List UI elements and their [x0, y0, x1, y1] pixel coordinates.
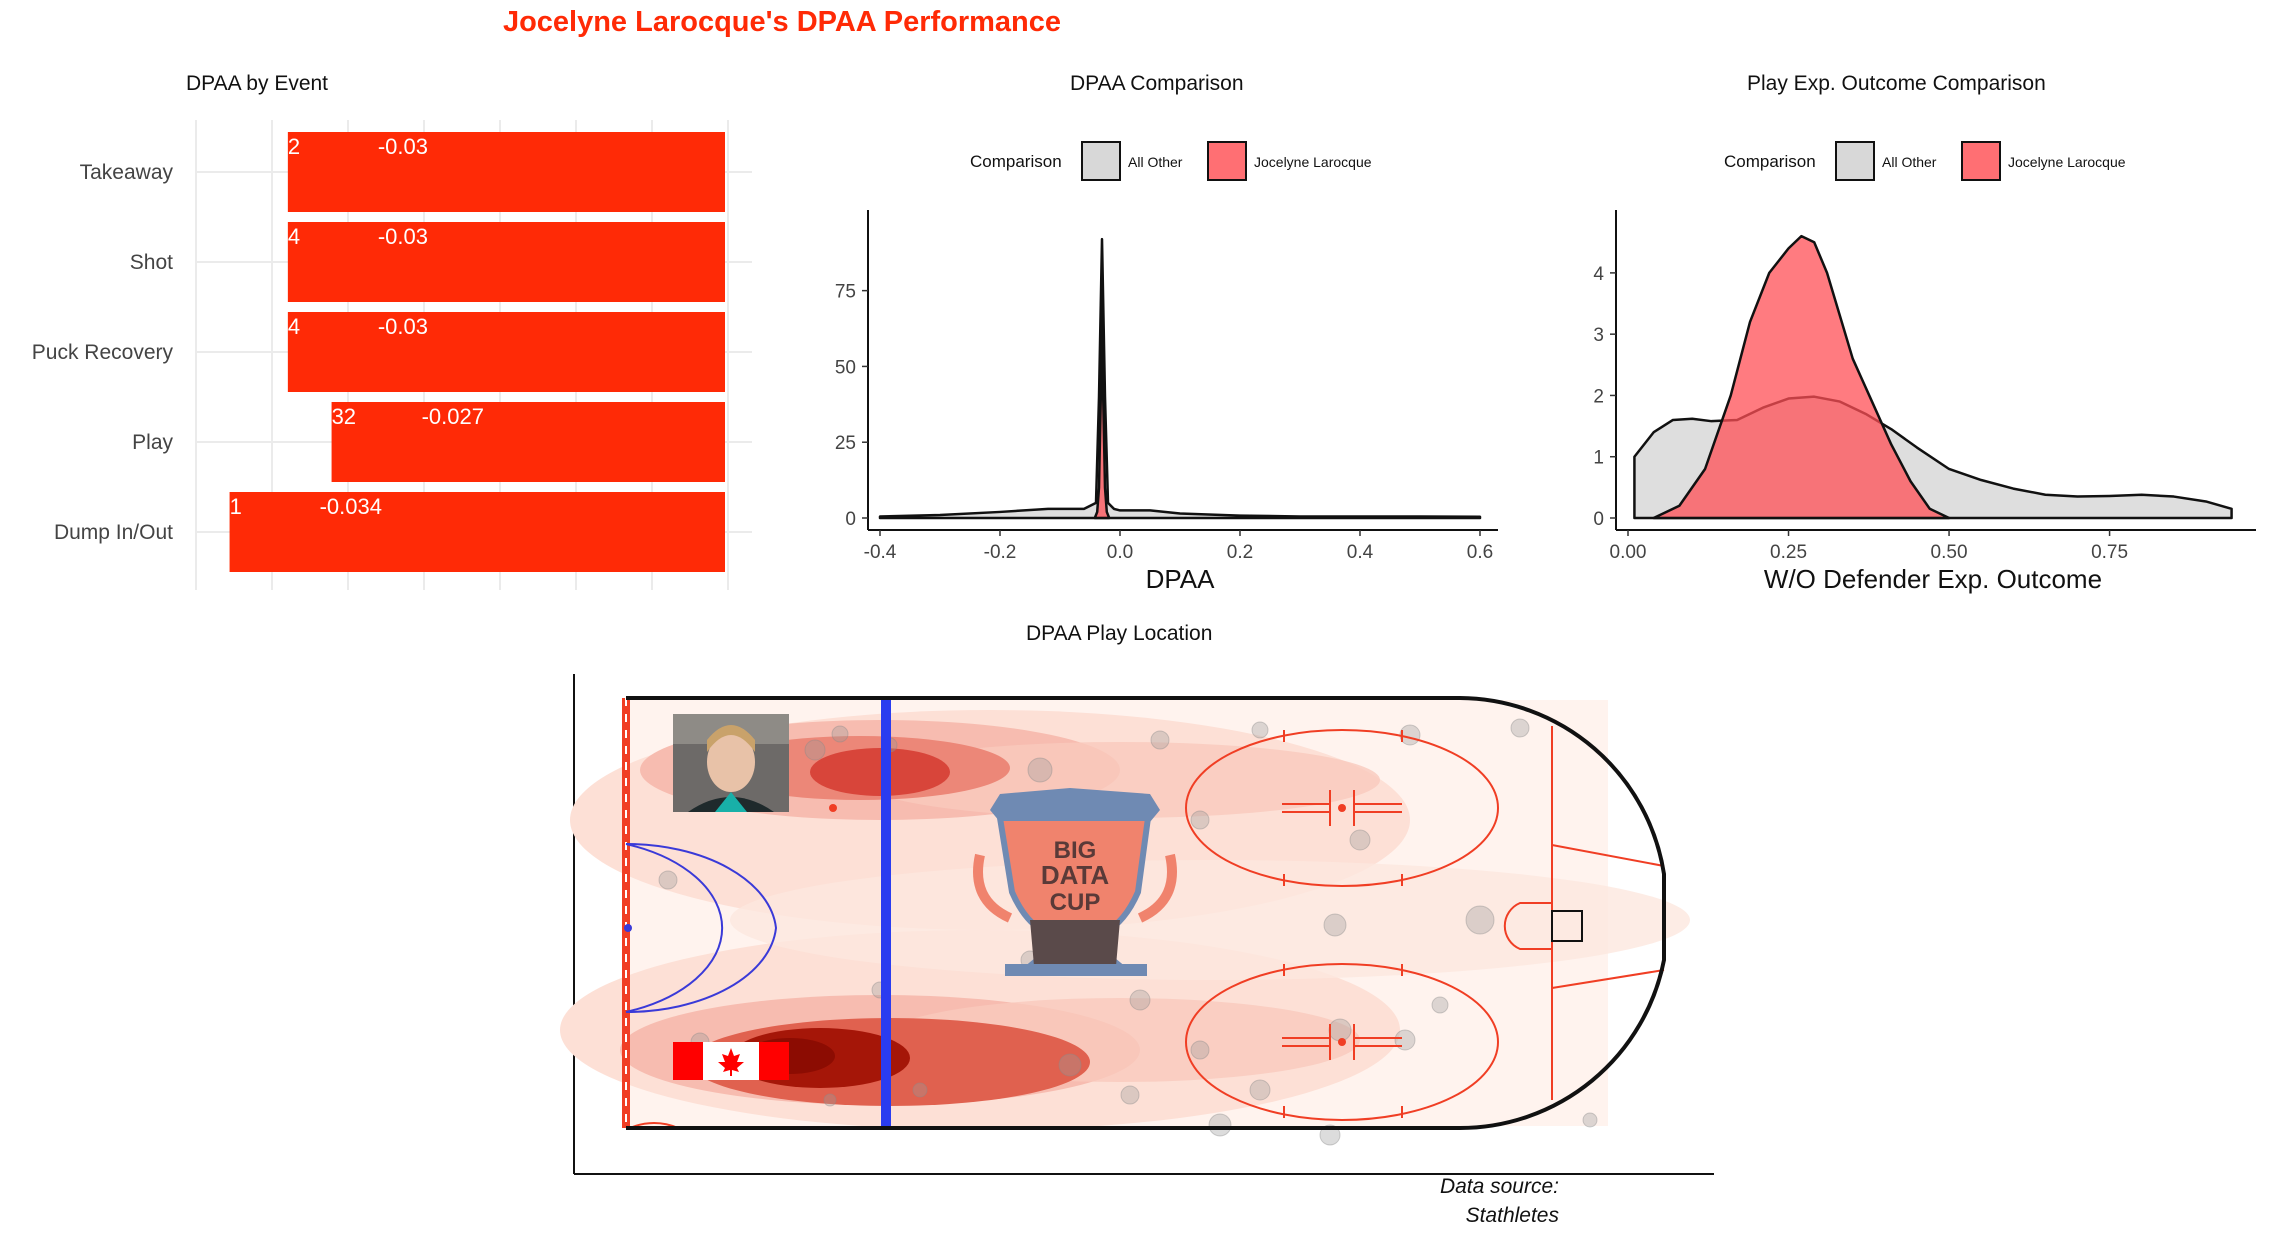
density-all-other: [878, 237, 1482, 520]
y-tick-label: 2: [1593, 386, 1604, 407]
x-tick-label: 0.00: [1610, 542, 1647, 563]
y-tick-label: 0: [1593, 509, 1604, 530]
canada-flag-icon: [673, 1042, 789, 1080]
bar-value-label: -0.03: [378, 134, 428, 159]
rink-heatmap: BIG DATA CUP: [560, 674, 1714, 1175]
category-label: Puck Recovery: [32, 341, 174, 364]
chart-legend: Comparison All Other Jocelyne Larocque: [970, 141, 1372, 181]
bar-count-label: 32: [332, 404, 356, 429]
y-tick-label: 1: [1593, 448, 1604, 469]
category-label: Takeaway: [80, 161, 174, 184]
y-tick-label: 75: [835, 282, 856, 303]
x-axis-title: DPAA: [1146, 564, 1216, 594]
legend-label: All Other: [1882, 154, 1937, 170]
bar-value-label: -0.027: [422, 404, 484, 429]
legend-title: Comparison: [1724, 152, 1816, 171]
bar-dump-in-out: [229, 492, 726, 572]
y-tick-label: 50: [835, 357, 856, 378]
x-tick-label: 0.2: [1227, 542, 1253, 563]
caption-line2: Stathletes: [1465, 1204, 1559, 1227]
bar-shot: [287, 222, 725, 302]
x-tick-label: 0.4: [1347, 542, 1374, 563]
chart-legend: Comparison All Other Jocelyne Larocque: [1724, 141, 2126, 181]
category-label: Play: [132, 431, 173, 454]
outcome-comparison-title: Play Exp. Outcome Comparison: [1747, 72, 2046, 95]
bar-value-label: -0.034: [320, 494, 382, 519]
player-photo: [673, 714, 789, 812]
legend-swatch-player: [1207, 141, 1247, 181]
caption-line1: Data source:: [1439, 1175, 1559, 1198]
chart-main-title: Jocelyne Larocque's DPAA Performance: [502, 6, 1062, 38]
bar-takeaway: [287, 132, 725, 212]
y-tick-label: 4: [1593, 264, 1604, 285]
data-source-caption: Data source: Stathletes: [1440, 1172, 1559, 1230]
dpaa-density-chart: Comparison All Other Jocelyne Larocque -0.…: [835, 141, 1498, 594]
bar-chart-title: DPAA by Event: [186, 72, 329, 95]
y-tick-label: 0: [845, 509, 856, 530]
event-points: [658, 718, 1598, 1146]
x-tick-label: 0.6: [1467, 542, 1493, 563]
bar-chart: Takeaway 2 -0.03 Shot 4 -0.03 Puck Recovery 4 -0…: [32, 120, 752, 590]
bar-count-label: 4: [288, 224, 300, 249]
outcome-density-chart: Comparison All Other Jocelyne Larocque 0.0…: [1593, 141, 2256, 594]
legend-title: Comparison: [970, 152, 1062, 171]
x-tick-label: -0.2: [984, 542, 1017, 563]
x-tick-label: 0.50: [1931, 542, 1968, 563]
legend-swatch-player: [1961, 141, 2001, 181]
rink-title: DPAA Play Location: [1026, 622, 1213, 645]
bar-count-label: 2: [288, 134, 300, 159]
rink-outline: [622, 696, 1666, 1130]
legend-swatch-all-other: [1835, 141, 1875, 181]
bar-count-label: 1: [230, 494, 242, 519]
legend-label: Jocelyne Larocque: [1254, 154, 1372, 170]
y-tick-label: 25: [835, 433, 856, 454]
bar-value-label: -0.03: [378, 314, 428, 339]
x-tick-label: 0.0: [1107, 542, 1133, 563]
big-data-cup-logo: BIG DATA CUP: [973, 788, 1177, 976]
dpaa-comparison-title: DPAA Comparison: [1070, 72, 1244, 95]
x-tick-label: -0.4: [864, 542, 897, 563]
logo-word-cup: CUP: [1050, 889, 1101, 916]
category-label: Dump In/Out: [54, 521, 173, 544]
bar-count-label: 4: [288, 314, 300, 339]
logo-word-big: BIG: [1054, 837, 1097, 864]
x-tick-label: 0.25: [1770, 542, 1807, 563]
legend-swatch-all-other: [1081, 141, 1121, 181]
legend-label: All Other: [1128, 154, 1183, 170]
bar-puck-recovery: [287, 312, 725, 392]
density-player: [1652, 234, 1951, 520]
y-tick-label: 3: [1593, 325, 1604, 346]
legend-label: Jocelyne Larocque: [2008, 154, 2126, 170]
x-axis-title: W/O Defender Exp. Outcome: [1764, 564, 2102, 594]
bar-value-label: -0.03: [378, 224, 428, 249]
x-tick-label: 0.75: [2091, 542, 2128, 563]
category-label: Shot: [130, 251, 173, 274]
density-player: [1093, 289, 1111, 520]
logo-word-data: DATA: [1041, 860, 1110, 890]
bar-play: [331, 402, 725, 482]
